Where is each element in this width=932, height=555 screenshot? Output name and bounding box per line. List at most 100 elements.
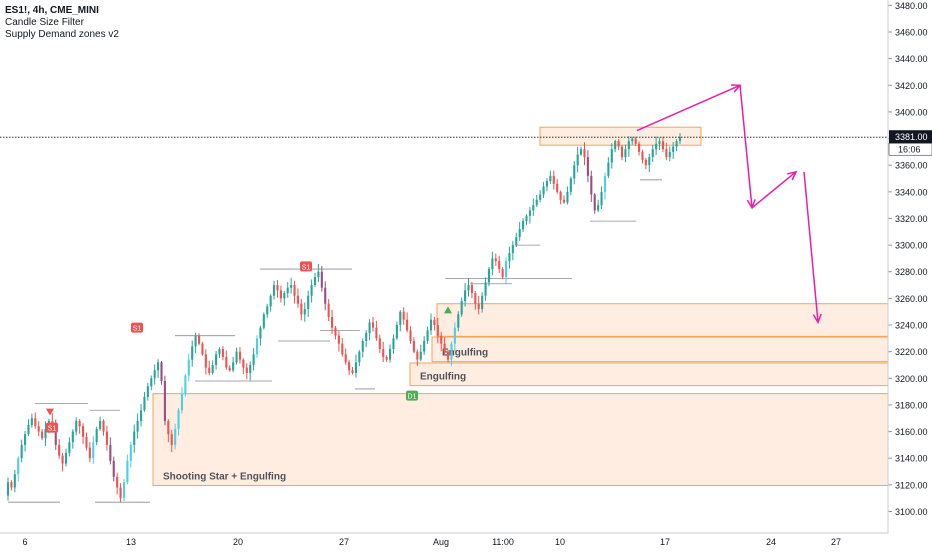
candle [494, 253, 497, 266]
candle-body [576, 154, 579, 166]
candle-body [44, 428, 47, 439]
candle-body [453, 327, 456, 344]
candle [371, 317, 375, 332]
candle [678, 133, 682, 145]
chart-title: ES1!, 4h, CME_MINI [5, 5, 99, 16]
candle [150, 375, 153, 391]
candle-body [655, 143, 658, 150]
candle-body [37, 426, 40, 432]
candle-body [474, 293, 477, 304]
candle-body [678, 137, 682, 142]
candle-body [638, 143, 641, 152]
candle [388, 344, 392, 363]
candle-body [273, 285, 276, 296]
candle-body [416, 351, 419, 360]
candle-body [71, 431, 74, 443]
candle-body [586, 157, 589, 176]
candle [211, 360, 214, 375]
candle-body [283, 293, 286, 299]
candle-body [167, 420, 170, 435]
candle [484, 277, 487, 301]
candle [487, 266, 491, 287]
candle-body [593, 194, 596, 211]
candle-body [112, 460, 115, 477]
y-tick-label: 3400.00 [895, 107, 928, 117]
candle-body [160, 362, 163, 381]
candle [460, 297, 463, 317]
candle-body [54, 423, 57, 445]
candle [122, 479, 126, 502]
candle-body [157, 362, 160, 371]
candle [61, 453, 64, 472]
candle-body [242, 359, 245, 368]
candle [75, 417, 78, 436]
candle-body [99, 420, 102, 429]
candle-body [511, 245, 514, 254]
y-tick-label: 3360.00 [895, 161, 928, 171]
candle [655, 136, 658, 156]
candle-body [620, 146, 624, 158]
candle [627, 136, 630, 157]
candle-body [385, 356, 388, 360]
candle [129, 441, 132, 468]
candle [170, 429, 173, 453]
candle [511, 240, 514, 261]
y-tick-label: 3100.00 [895, 507, 928, 517]
candle-body [590, 175, 593, 195]
candle-body [116, 476, 119, 488]
candle [603, 172, 607, 200]
candle-body [259, 327, 262, 339]
candle-body [624, 149, 627, 158]
candle [116, 472, 119, 495]
candle-body [320, 271, 323, 288]
candle [344, 348, 347, 365]
candle-body [600, 191, 603, 206]
candle-body [317, 271, 320, 278]
candle [88, 442, 91, 463]
candle [262, 312, 265, 330]
candle-body [388, 348, 392, 360]
y-tick-label: 3260.00 [895, 294, 928, 304]
candle [167, 418, 170, 443]
y-tick-label: 3420.00 [895, 81, 928, 91]
candle [361, 338, 364, 358]
candle-body [204, 354, 207, 368]
candle [450, 341, 453, 366]
candle-body [539, 194, 542, 200]
candle-body [269, 295, 272, 307]
candle [368, 318, 371, 341]
candle [232, 356, 235, 373]
candle-body [51, 420, 54, 424]
candle [641, 149, 644, 164]
candle-body [436, 325, 439, 336]
candle-body [631, 138, 634, 142]
candle-body [208, 367, 211, 373]
candle [365, 330, 368, 348]
candle-body [75, 420, 78, 432]
projection-segment [751, 171, 797, 209]
candle [668, 146, 671, 162]
candle [279, 285, 282, 303]
candle-body [528, 210, 531, 216]
candle-body [279, 290, 282, 299]
candle [556, 179, 559, 194]
candle [85, 432, 88, 451]
candle-body [197, 335, 201, 344]
candle [576, 146, 579, 173]
candle [545, 178, 549, 192]
candle [245, 363, 248, 380]
candle-body [13, 474, 16, 488]
x-tick-label: 11:00 [492, 537, 514, 547]
countdown-badge [888, 142, 932, 156]
last-price-label: 3381.00 [895, 132, 928, 142]
candle-body [446, 351, 450, 360]
candle-body [617, 141, 620, 147]
candle [136, 413, 139, 439]
candle [528, 206, 531, 224]
candle [13, 469, 16, 493]
candle [6, 477, 10, 501]
candle [409, 326, 412, 344]
candle [27, 419, 30, 437]
